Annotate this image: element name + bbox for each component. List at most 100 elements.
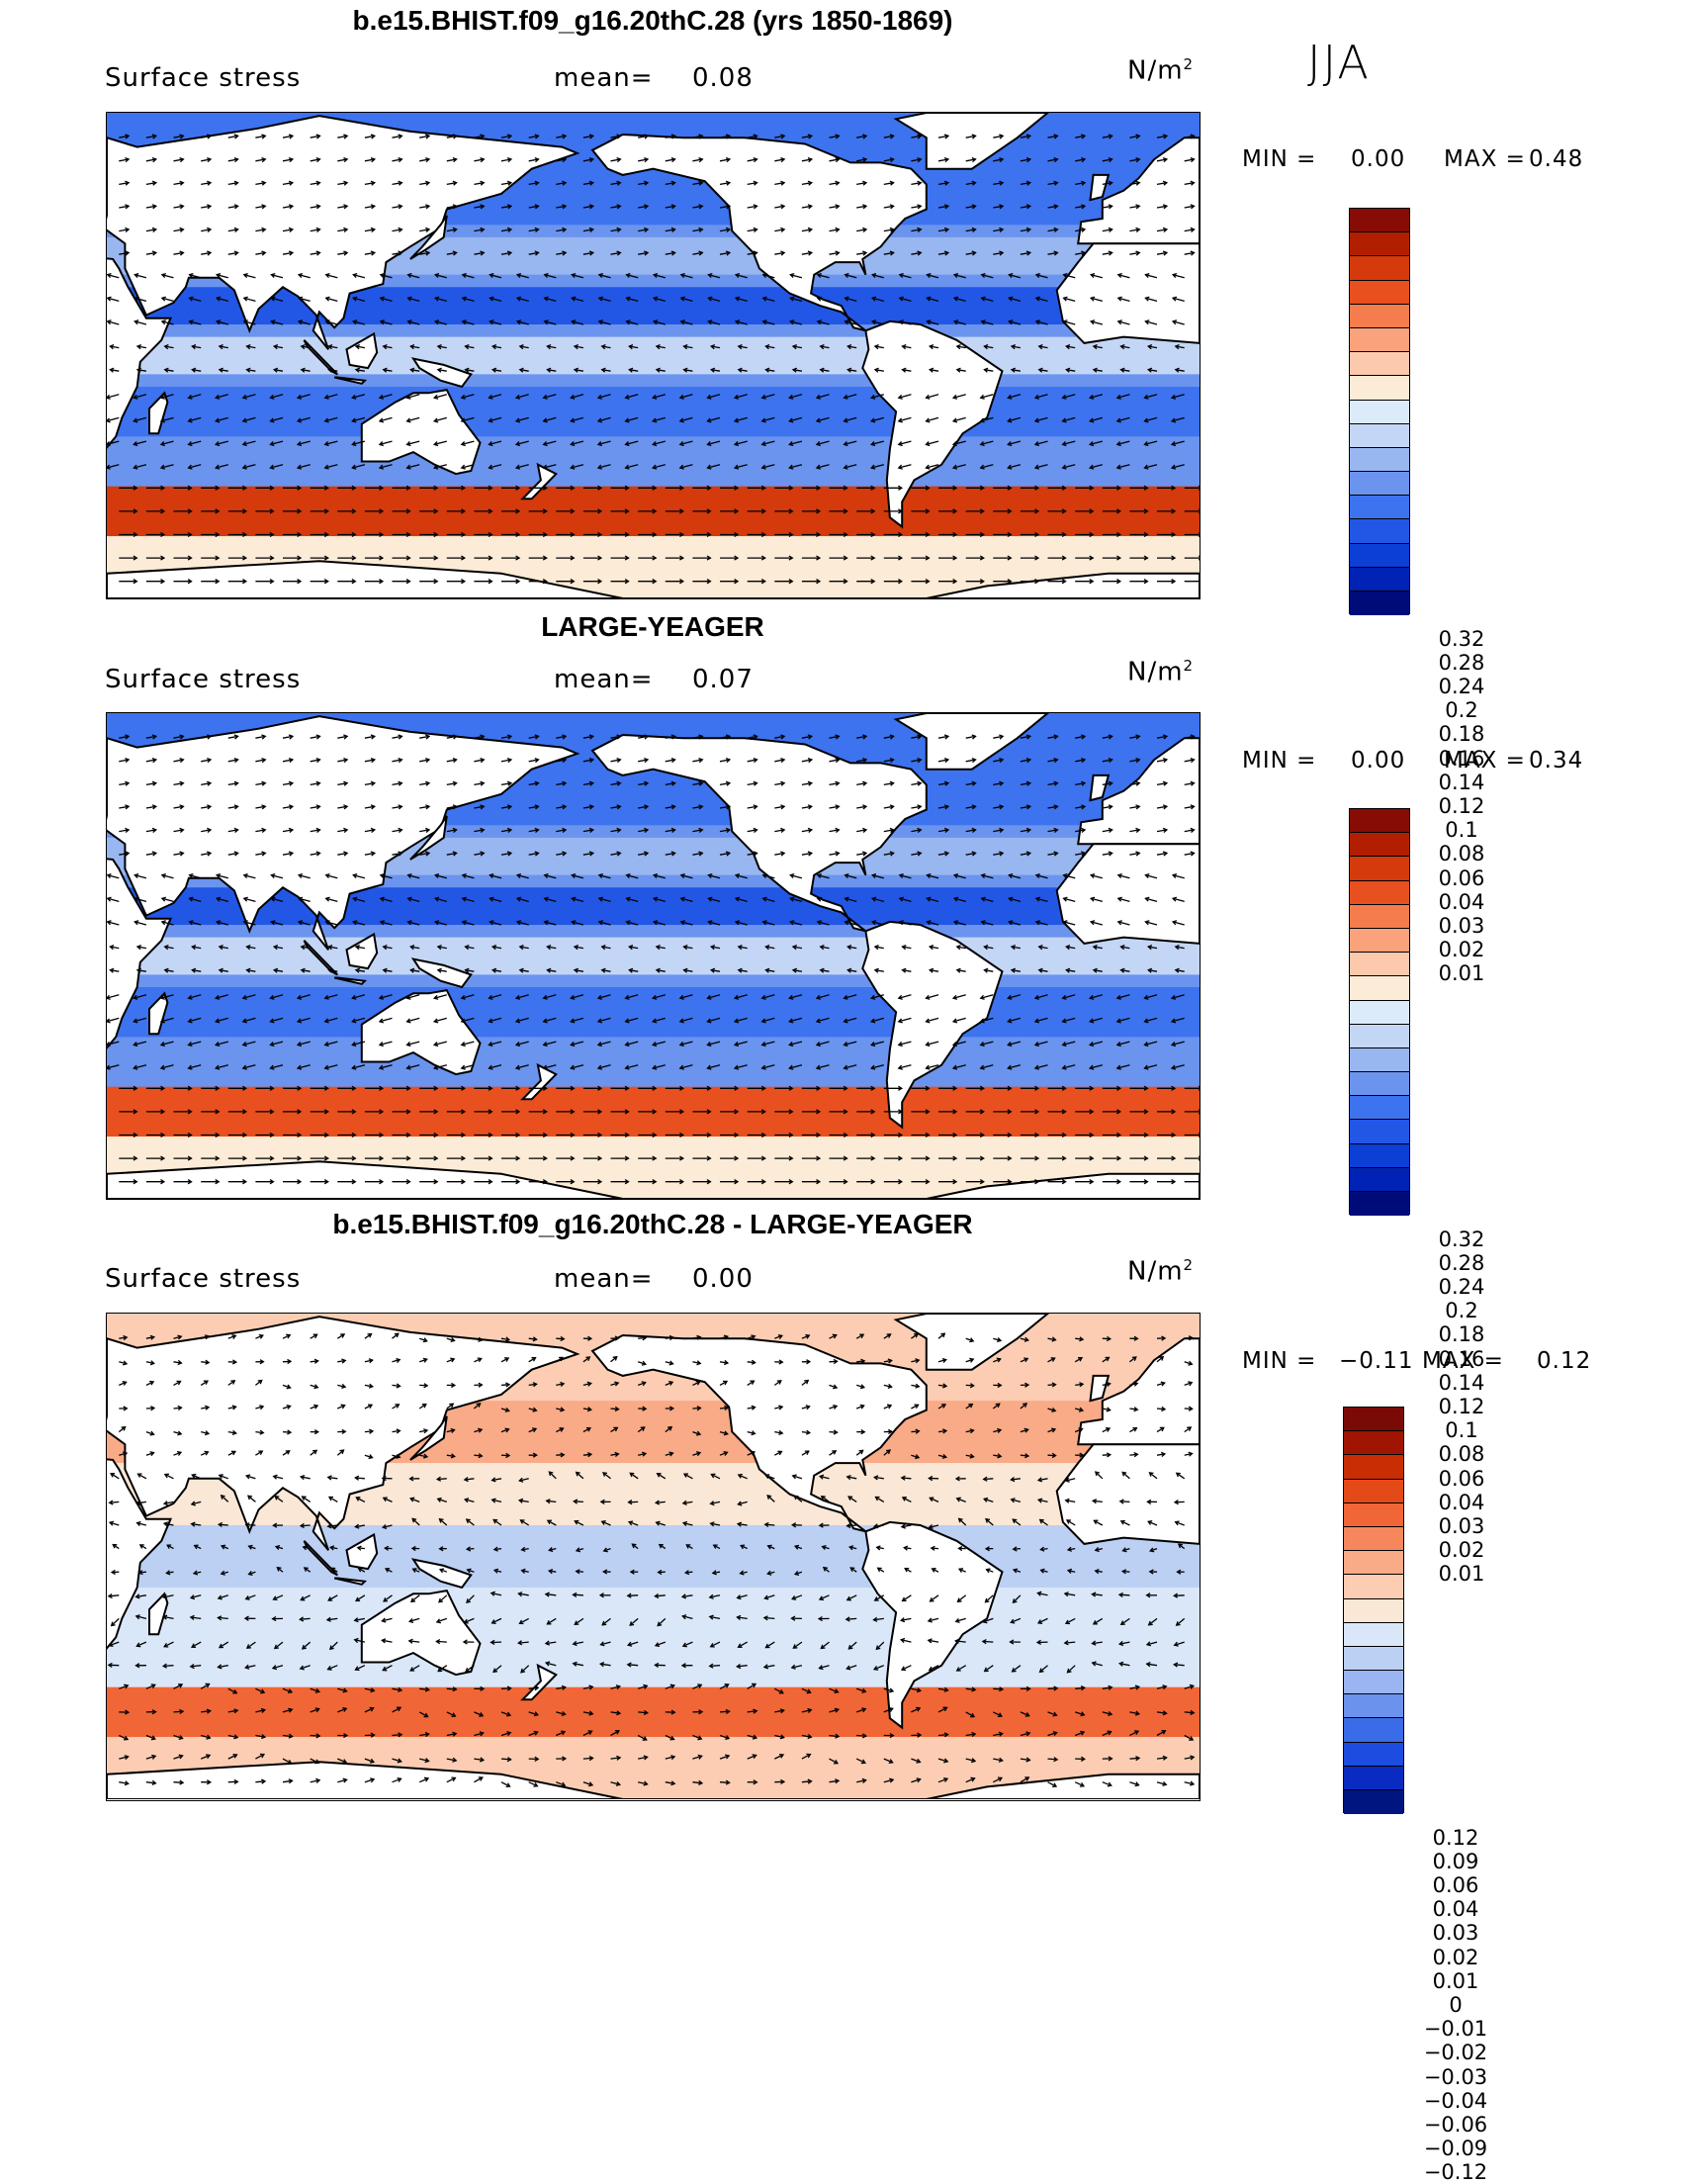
colorbar-tick-label: 0.32	[1426, 1229, 1497, 1250]
colorbar-tick-label: 0.1	[1426, 820, 1497, 841]
colorbar-tick-label: 0.18	[1426, 1324, 1497, 1345]
panel-2-mean-label: mean=	[554, 665, 654, 694]
colorbar-tick-label: 0.06	[1426, 868, 1497, 889]
stress-band	[107, 1675, 1200, 1687]
stress-band	[107, 1600, 1200, 1613]
panel-2-title: LARGE-YEAGER	[158, 611, 1147, 643]
stress-band	[107, 1550, 1200, 1563]
colorbar-swatch	[1350, 328, 1409, 352]
colorbar-swatch	[1350, 929, 1409, 953]
map-canvas	[107, 1314, 1200, 1799]
stress-band	[107, 900, 1200, 913]
panel-3-field-label: Surface stress	[105, 1264, 301, 1294]
panel-2-field-label: Surface stress	[105, 665, 301, 694]
stress-band	[107, 1525, 1200, 1538]
colorbar-tick-label: 0.24	[1426, 1277, 1497, 1298]
stress-band	[107, 1563, 1200, 1576]
stress-band	[107, 312, 1200, 324]
panel-1-max-label: MAX =	[1444, 146, 1526, 172]
colorbar-swatch	[1350, 519, 1409, 543]
stress-band	[107, 362, 1200, 375]
colorbar-tick-label: 0.32	[1426, 629, 1497, 650]
colorbar-swatch	[1350, 568, 1409, 592]
colorbar-tick-label: 0.06	[1426, 1469, 1497, 1490]
stress-band	[107, 1538, 1200, 1551]
colorbar-swatch	[1350, 905, 1409, 929]
stress-band	[107, 1724, 1200, 1737]
stress-band	[107, 1501, 1200, 1513]
stress-band	[107, 950, 1200, 962]
colorbar-tick-label: 0.28	[1426, 1253, 1497, 1274]
colorbar-tick-label: 0.01	[1426, 963, 1497, 984]
colorbar-tick-label: 0.12	[1426, 1397, 1497, 1417]
panel-3-max-value: 0.12	[1537, 1348, 1591, 1374]
panel-3-map	[106, 1313, 1201, 1801]
colorbar-tick-label: 0.12	[1426, 796, 1497, 817]
colorbar-tick-label: 0.04	[1426, 1493, 1497, 1513]
stress-band	[107, 411, 1200, 424]
colorbar-swatch	[1350, 496, 1409, 519]
colorbar-swatch	[1350, 976, 1409, 1000]
colorbar-tick-label: 0.08	[1426, 844, 1497, 864]
colorbar-swatch	[1350, 881, 1409, 905]
panel-3-min-label: MIN =	[1242, 1348, 1316, 1374]
panel-3-units: N/m2	[1127, 1256, 1194, 1287]
panel-2-max-value: 0.34	[1529, 748, 1583, 774]
colorbar-swatch	[1350, 256, 1409, 280]
colorbar-swatch	[1350, 1025, 1409, 1048]
colorbar-tick-label: 0.01	[1426, 1564, 1497, 1585]
stress-band	[107, 536, 1200, 549]
colorbar-swatch	[1350, 1072, 1409, 1096]
panel-1-min-label: MIN =	[1242, 146, 1316, 172]
stress-band	[107, 436, 1200, 449]
colorbar-swatch	[1350, 305, 1409, 328]
colorbar-tick-label: 0.14	[1426, 1373, 1497, 1394]
panel-1-max-value: 0.48	[1529, 146, 1583, 172]
colorbar-swatch	[1350, 424, 1409, 448]
panel-3-mean-value: 0.00	[692, 1264, 754, 1294]
stress-band	[107, 1074, 1200, 1087]
stress-band	[107, 1625, 1200, 1638]
colorbar-swatch	[1350, 1048, 1409, 1072]
colorbar-swatch	[1350, 448, 1409, 472]
panel-2-max-label: MAX =	[1444, 748, 1526, 774]
stress-band	[107, 474, 1200, 487]
stress-band	[107, 449, 1200, 462]
stress-band	[107, 1137, 1200, 1149]
stress-band	[107, 1012, 1200, 1025]
panel-2-min-label: MIN =	[1242, 748, 1316, 774]
season-label: JJA	[1307, 36, 1371, 89]
colorbar-swatch	[1350, 1120, 1409, 1143]
colorbar-tick-label: 0.02	[1426, 1540, 1497, 1561]
colorbar-swatch	[1350, 1096, 1409, 1120]
colorbar-swatch	[1350, 209, 1409, 232]
colorbar-swatch	[1350, 376, 1409, 400]
stress-band	[107, 925, 1200, 938]
panel-3-max-label: MAX =	[1422, 1348, 1504, 1374]
colorbar-tick-label: 0.24	[1426, 677, 1497, 697]
colorbar-box	[1349, 208, 1410, 614]
stress-band	[107, 349, 1200, 362]
colorbar-swatch	[1350, 401, 1409, 424]
panel-3-title: b.e15.BHIST.f09_g16.20thC.28 - LARGE-YEA…	[158, 1209, 1147, 1240]
colorbar-tick-label: 0.18	[1426, 724, 1497, 745]
stress-band	[107, 1699, 1200, 1712]
colorbar-tick-label: 0.2	[1426, 1301, 1497, 1321]
stress-band	[107, 1037, 1200, 1049]
colorbar-swatch	[1350, 592, 1409, 615]
colorbar-swatch	[1350, 352, 1409, 376]
colorbar-tick-label: 0.1	[1426, 1420, 1497, 1441]
stress-band	[107, 337, 1200, 350]
colorbar-swatch	[1350, 544, 1409, 568]
stress-band	[107, 374, 1200, 387]
stress-band	[107, 1663, 1200, 1676]
panel-1-mean-label: mean=	[554, 63, 654, 93]
colorbar-tick-label: 0.08	[1426, 1444, 1497, 1465]
stress-band	[107, 400, 1200, 412]
stress-band	[107, 1512, 1200, 1525]
stress-band	[107, 1000, 1200, 1013]
panel-1-title: b.e15.BHIST.f09_g16.20thC.28 (yrs 1850-1…	[158, 5, 1147, 37]
colorbar-swatch	[1350, 472, 1409, 496]
